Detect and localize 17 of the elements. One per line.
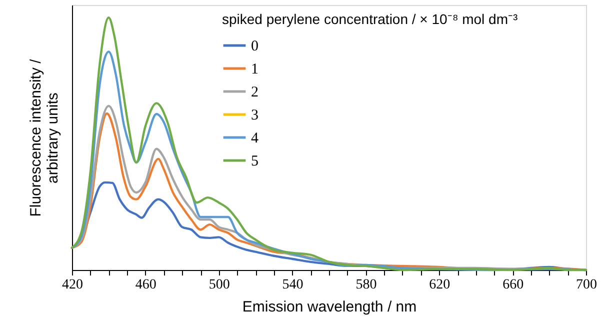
legend-label: 1 <box>251 62 258 78</box>
x-tick-label: 580 <box>356 278 377 292</box>
x-tick-label: 500 <box>208 278 230 292</box>
x-tick-label: 620 <box>429 278 450 292</box>
x-tick-label: 420 <box>62 278 83 292</box>
x-tick-label: 700 <box>576 278 597 292</box>
legend-label: 4 <box>251 130 259 146</box>
x-tick-label: 460 <box>135 278 156 292</box>
legend-label: 5 <box>251 154 258 170</box>
legend-title: spiked perylene concentration / × 10⁻⁸ mol dm⁻³ <box>222 11 518 27</box>
x-tick-label: 540 <box>282 278 304 292</box>
x-axis-title: Emission wavelength / nm <box>242 298 417 316</box>
y-axis-title: Fluorescence intensity / arbitrary units <box>28 58 62 217</box>
legend-label: 2 <box>251 84 258 100</box>
legend-label: 3 <box>251 108 258 124</box>
x-tick-label: 660 <box>502 278 524 292</box>
legend-label: 0 <box>251 38 258 54</box>
